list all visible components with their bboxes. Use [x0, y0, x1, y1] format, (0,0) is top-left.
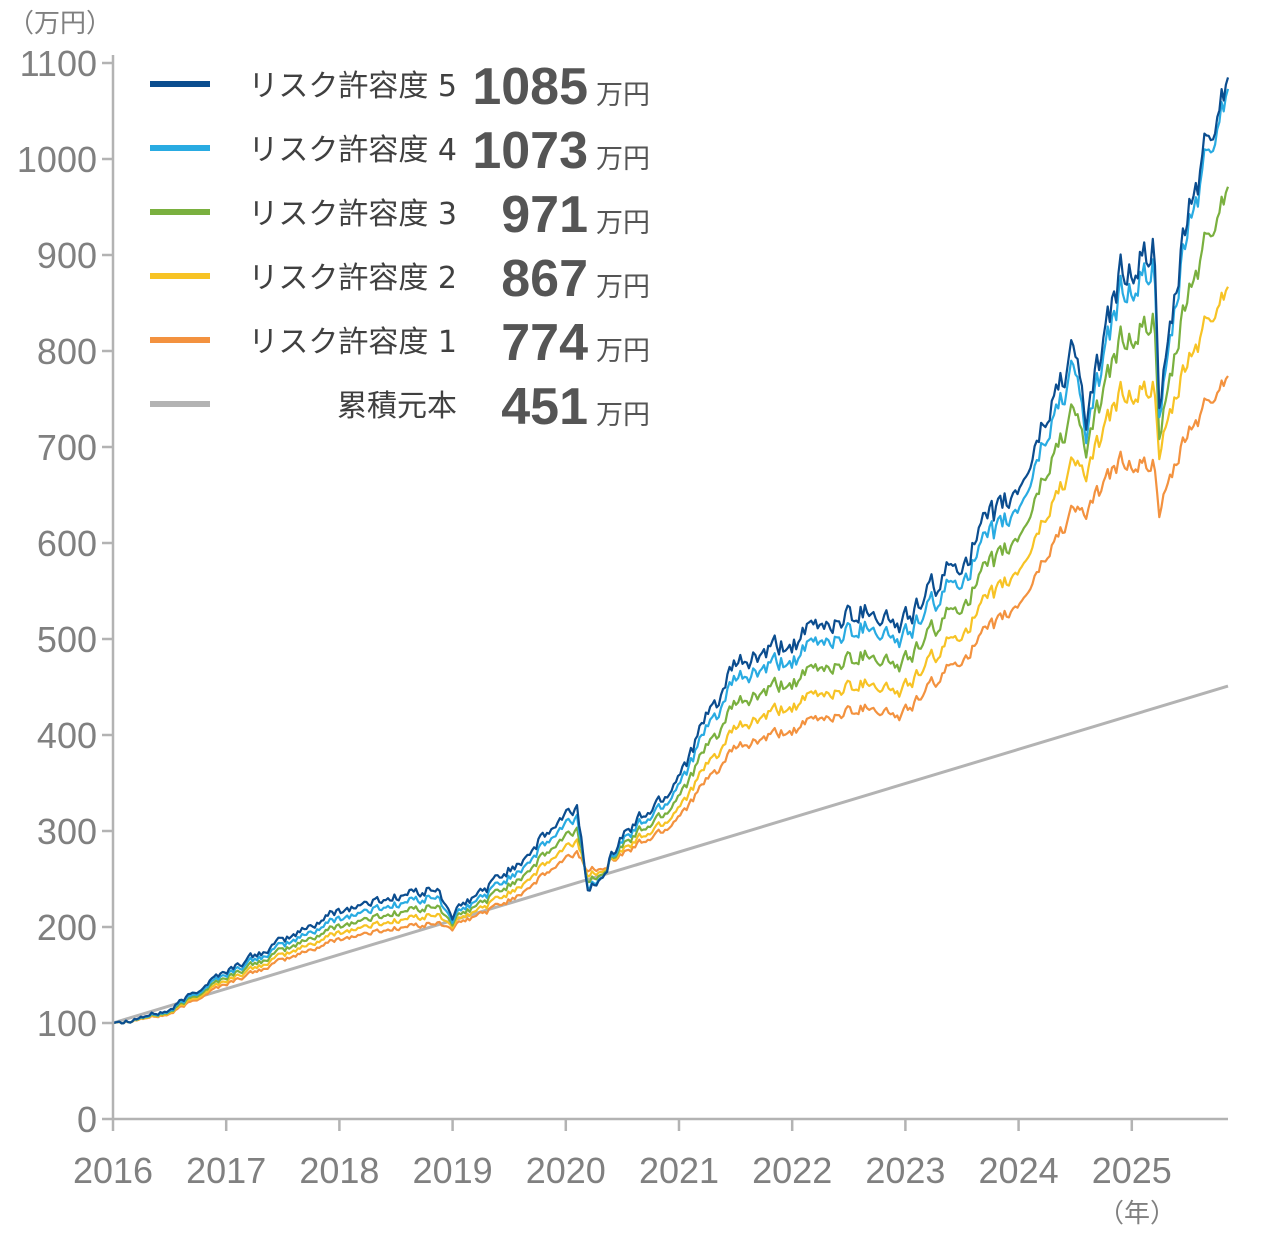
legend-label: リスク許容度 2	[248, 261, 457, 296]
x-tick-label: 2024	[979, 1150, 1059, 1191]
x-tick-label: 2023	[865, 1150, 945, 1191]
y-tick-label: 800	[37, 331, 97, 372]
y-tick-label: 900	[37, 235, 97, 276]
legend-unit: 万円	[596, 208, 650, 239]
risk-tolerance-4-line	[112, 88, 1230, 1025]
x-tick-label: 2018	[299, 1150, 379, 1191]
legend-unit: 万円	[596, 80, 650, 111]
legend-label: リスク許容度 5	[248, 69, 457, 104]
legend-value: 971	[501, 186, 588, 244]
axes: 0 100 200 300 400 500 600 700 800 900 1000 1100 2016…	[17, 43, 1228, 1191]
x-tick-label: 2020	[526, 1150, 606, 1191]
legend-unit: 万円	[596, 400, 650, 431]
x-tick-label: 2019	[413, 1150, 493, 1191]
y-tick-marks	[102, 61, 113, 1121]
y-tick-label: 1100	[20, 43, 97, 84]
legend-label: リスク許容度 4	[248, 133, 457, 168]
y-tick-label: 400	[37, 715, 97, 756]
y-tick-label: 600	[37, 523, 97, 564]
risk-tolerance-5-line	[112, 77, 1230, 1025]
x-axis-unit-label: （年）	[1098, 1199, 1176, 1229]
series-lines	[112, 77, 1230, 1025]
x-tick-label: 2016	[73, 1150, 153, 1191]
legend-unit: 万円	[596, 336, 650, 367]
legend-value: 774	[501, 314, 588, 372]
x-tick-label: 2025	[1092, 1150, 1172, 1191]
y-tick-label: 200	[37, 907, 97, 948]
legend-label: リスク許容度 3	[248, 197, 457, 232]
x-tick-label: 2017	[186, 1150, 266, 1191]
risk-tolerance-2-line	[112, 286, 1229, 1025]
legend-label: リスク許容度 1	[248, 325, 457, 360]
legend-value: 1085	[472, 58, 588, 116]
y-tick-label: 700	[37, 427, 97, 468]
y-axis-unit-label: （万円）	[8, 9, 112, 39]
risk-tolerance-1-line	[112, 375, 1229, 1025]
legend-value: 1073	[472, 122, 588, 180]
y-tick-label: 1000	[17, 139, 97, 180]
legend-unit: 万円	[596, 144, 650, 175]
legend-value: 451	[501, 378, 588, 436]
x-tick-label: 2021	[639, 1150, 719, 1191]
y-tick-label: 0	[77, 1099, 97, 1140]
risk-tolerance-3-line	[112, 186, 1230, 1025]
y-tick-label: 300	[37, 811, 97, 852]
x-tick-label: 2022	[752, 1150, 832, 1191]
legend-value: 867	[501, 250, 588, 308]
y-tick-label: 500	[37, 619, 97, 660]
cumulative-principal-line	[112, 684, 1229, 1025]
legend-label: 累積元本	[337, 389, 457, 424]
y-tick-label: 100	[37, 1003, 97, 1044]
legend-unit: 万円	[596, 272, 650, 303]
